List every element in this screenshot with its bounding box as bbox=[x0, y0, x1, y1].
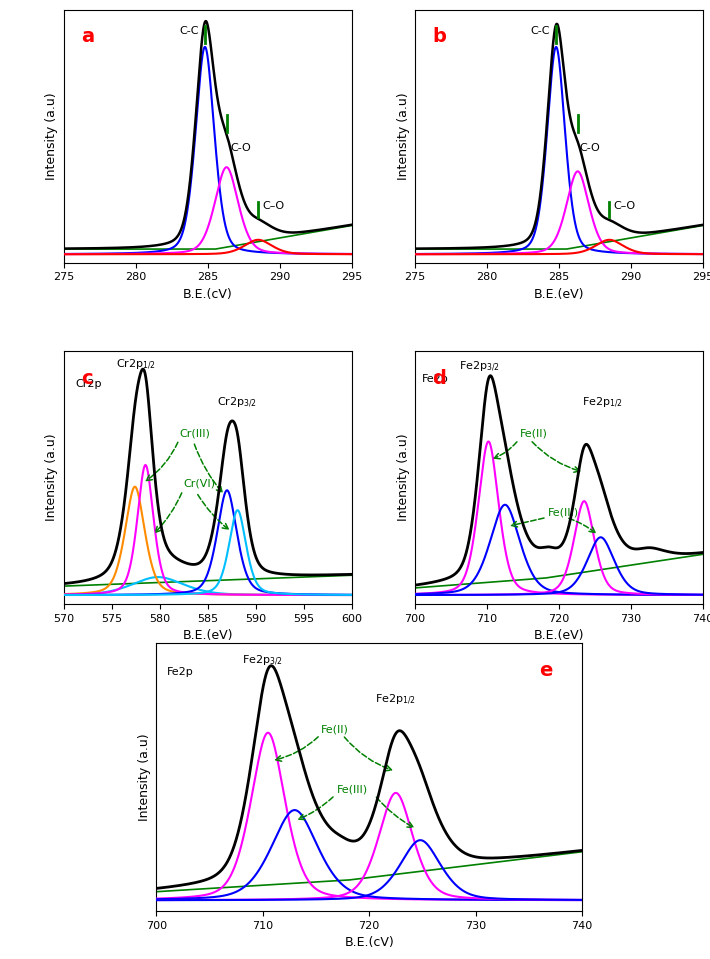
Y-axis label: Intensity (a.u): Intensity (a.u) bbox=[396, 433, 410, 522]
Text: Fe2p$_{1/2}$: Fe2p$_{1/2}$ bbox=[376, 693, 416, 707]
Text: C-C: C-C bbox=[530, 27, 550, 36]
Text: Fe2p: Fe2p bbox=[422, 374, 449, 384]
Text: Fe2p: Fe2p bbox=[167, 667, 194, 677]
Text: Fe(III): Fe(III) bbox=[337, 784, 368, 795]
Text: C-O: C-O bbox=[230, 143, 251, 152]
Text: a: a bbox=[81, 27, 94, 46]
X-axis label: B.E.(eV): B.E.(eV) bbox=[182, 629, 233, 643]
X-axis label: B.E.(cV): B.E.(cV) bbox=[344, 936, 394, 949]
Text: Fe(II): Fe(II) bbox=[321, 725, 349, 735]
Text: e: e bbox=[540, 662, 553, 680]
Y-axis label: Intensity (a.u): Intensity (a.u) bbox=[396, 92, 410, 180]
Text: Fe(II): Fe(II) bbox=[520, 428, 547, 438]
Text: Fe2p$_{1/2}$: Fe2p$_{1/2}$ bbox=[581, 395, 623, 409]
Y-axis label: Intensity (a.u): Intensity (a.u) bbox=[138, 733, 151, 821]
X-axis label: B.E.(eV): B.E.(eV) bbox=[534, 629, 584, 643]
Text: C-C: C-C bbox=[179, 27, 199, 36]
Text: Fe2p$_{3/2}$: Fe2p$_{3/2}$ bbox=[242, 654, 283, 668]
Text: C–O: C–O bbox=[263, 200, 285, 211]
X-axis label: B.E.(eV): B.E.(eV) bbox=[534, 288, 584, 301]
Text: Cr(VI): Cr(VI) bbox=[184, 479, 216, 489]
Text: Cr2p$_{1/2}$: Cr2p$_{1/2}$ bbox=[116, 358, 156, 372]
Text: Cr2p: Cr2p bbox=[75, 380, 102, 389]
Text: d: d bbox=[432, 369, 446, 387]
Text: C–O: C–O bbox=[613, 200, 635, 211]
Text: c: c bbox=[81, 369, 93, 387]
Y-axis label: Intensity (a.u): Intensity (a.u) bbox=[45, 433, 58, 522]
Y-axis label: Intensity (a.u): Intensity (a.u) bbox=[45, 92, 58, 180]
Text: C-O: C-O bbox=[579, 143, 600, 152]
Text: Fe(III): Fe(III) bbox=[548, 507, 579, 518]
Text: b: b bbox=[432, 27, 446, 46]
Text: Cr(III): Cr(III) bbox=[179, 428, 210, 438]
Text: Cr2p$_{3/2}$: Cr2p$_{3/2}$ bbox=[217, 395, 256, 409]
Text: Fe2p$_{3/2}$: Fe2p$_{3/2}$ bbox=[459, 360, 501, 373]
X-axis label: B.E.(cV): B.E.(cV) bbox=[183, 288, 233, 301]
